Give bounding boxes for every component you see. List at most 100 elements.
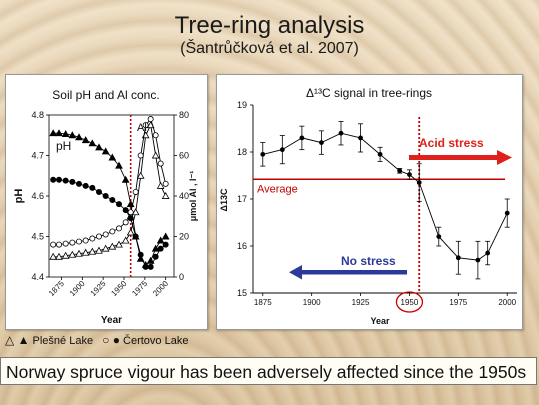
left-series-0-point: [151, 244, 160, 252]
left-chart-title: Soil pH and Al conc.: [52, 88, 159, 102]
d13c-chart-panel: Δ¹³C signal in tree-rings 15 16 17 18 19 1875 1…: [216, 74, 523, 330]
left-series-3-point: [116, 225, 123, 232]
right-y-tick-label: 18: [237, 147, 247, 157]
left-series-2-point: [156, 181, 165, 189]
left-series-2-point: [136, 171, 145, 179]
right-y-axis-label: Δ13C: [219, 188, 229, 211]
left-series-0-point: [108, 153, 117, 161]
left-series-3-point: [89, 235, 96, 242]
acid-stress-arrow-head: [497, 150, 512, 165]
right-y-tick-label: 0: [179, 272, 184, 282]
left-series-0-point: [88, 139, 97, 147]
left-series-1-point: [157, 245, 164, 252]
right-x-tick-label: 1900: [303, 298, 321, 307]
left-series-1-point: [50, 176, 57, 183]
left-series-0-point: [156, 236, 165, 244]
d13c-point: [338, 130, 344, 136]
left-series-2-point: [49, 252, 58, 260]
left-series-2-point: [88, 247, 97, 255]
left-series-1-point: [69, 178, 76, 185]
d13c-point: [377, 151, 383, 157]
left-series-0-point: [49, 129, 58, 137]
right-y-tick-label: 16: [237, 241, 247, 251]
ph-annotation: pH: [56, 139, 71, 153]
left-series-3-point: [152, 132, 159, 139]
d13c-point: [319, 140, 324, 145]
left-series-0-point: [146, 256, 155, 264]
left-series-1-point: [122, 207, 129, 214]
left-series-3-point: [127, 209, 134, 216]
highlight-circle: [395, 291, 424, 313]
left-series-2-point: [81, 248, 90, 256]
left-series-0-point: [61, 130, 70, 137]
right-chart-title: Δ¹³C signal in tree-rings: [306, 86, 432, 100]
citation: (Šantrůčková et al. 2007): [180, 40, 359, 57]
left-series-3-point: [102, 231, 109, 238]
left-series-1-point: [109, 197, 116, 204]
left-series-3-point: [157, 160, 164, 167]
left-series-1-point: [62, 177, 69, 184]
no-stress-arrow-shaft: [301, 270, 407, 275]
left-series-2-point: [121, 236, 130, 244]
d13c-point: [504, 210, 510, 216]
d13c-point: [455, 255, 461, 261]
left-series-1-point: [137, 251, 144, 258]
left-series-2-point: [161, 191, 170, 199]
left-series-2-point: [101, 244, 110, 252]
right-y-tick-label: 17: [237, 194, 247, 204]
left-series-2-point: [75, 249, 83, 257]
left-series-2-point: [108, 242, 117, 250]
left-series-1-line: [53, 179, 166, 268]
left-series-3-point: [50, 241, 57, 248]
average-label: Average: [257, 183, 298, 195]
left-series-3-point: [82, 237, 89, 244]
left-series-3-point: [137, 152, 144, 159]
left-series-1-point: [152, 253, 159, 260]
lake-legend: △ ▲ Plešné Lake ○ ● Čertovo Lake: [5, 333, 188, 347]
left-series-2-point: [61, 251, 70, 259]
left-series-1-point: [116, 201, 123, 208]
left-series-3-point: [147, 116, 154, 123]
left-series-2-point: [151, 151, 160, 159]
left-series-3-point: [132, 188, 139, 195]
left-series-2-point: [95, 246, 103, 254]
left-y-tick-label: 4.4: [31, 272, 44, 282]
right-y-tick-label: 80: [179, 110, 189, 120]
left-series-0-point: [101, 147, 110, 155]
right-y-axis-label: μmol Al , l⁻¹: [188, 171, 198, 221]
d13c-point: [407, 172, 412, 177]
d13c-point: [358, 135, 363, 141]
left-y-tick-label: 4.8: [31, 110, 44, 120]
acid-stress-label: Acid stress: [419, 136, 484, 150]
right-y-tick-label: 20: [179, 232, 189, 242]
left-x-tick-label: 1925: [89, 279, 108, 298]
d13c-point: [485, 250, 491, 256]
conclusion-banner: Norway spruce vigour has been adversely …: [0, 357, 537, 385]
left-series-0-point: [81, 136, 90, 144]
left-x-tick-label: 2000: [151, 279, 170, 298]
left-series-0-point: [115, 161, 123, 169]
left-series-2-point: [55, 252, 63, 260]
left-series-1-point: [89, 184, 96, 191]
left-series-3-point: [122, 219, 129, 226]
slide-title: Tree-ring analysis: [174, 12, 365, 39]
left-series-3-point: [76, 238, 83, 245]
left-x-axis-label: Year: [101, 315, 122, 326]
d13c-point: [436, 234, 442, 240]
right-y-tick-label: 19: [237, 100, 247, 110]
right-y-tick-label: 40: [179, 191, 189, 201]
left-y-tick-label: 4.5: [31, 232, 44, 242]
d13c-point: [260, 151, 266, 157]
left-series-0-point: [75, 133, 83, 141]
right-x-tick-label: 1950: [401, 298, 419, 307]
right-x-tick-label: 1875: [254, 298, 272, 307]
left-series-2-point: [126, 228, 135, 236]
left-y-tick-label: 4.7: [31, 151, 44, 161]
d13c-point: [397, 168, 403, 174]
d13c-point: [475, 257, 481, 263]
no-stress-arrow-head: [289, 265, 302, 280]
plesne-legend-symbols: △ ▲: [5, 333, 30, 347]
certovo-legend-label: Čertovo Lake: [123, 335, 189, 347]
d13c-series-line: [262, 132, 508, 261]
